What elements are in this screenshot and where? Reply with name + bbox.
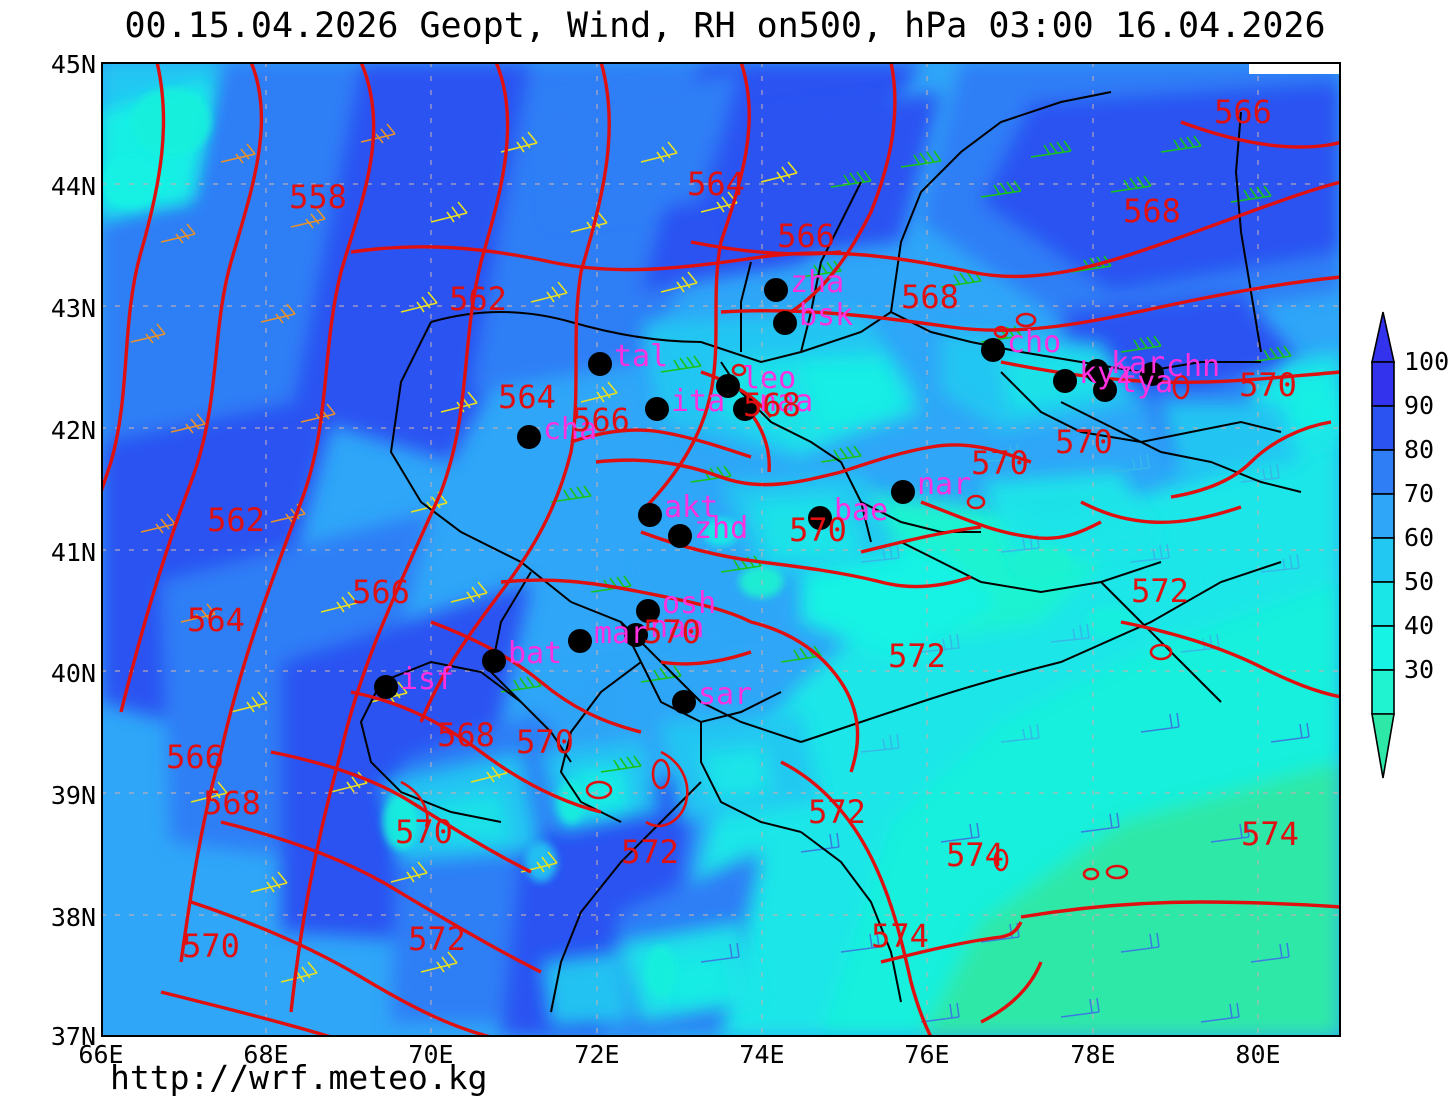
station-dot[interactable]	[482, 649, 506, 673]
contour-value-label: 570	[516, 723, 574, 761]
weather-map-page: 00.15.04.2026 Geopt, Wind, RH on500, hPa…	[0, 0, 1450, 1100]
contour-value-label: 568	[901, 278, 959, 316]
axis-label-lon-5: 76E	[892, 1040, 962, 1069]
contour-value-label: 574	[946, 836, 1004, 874]
station-dot[interactable]	[981, 338, 1005, 362]
station-label: cho	[1007, 325, 1061, 360]
colorbar-band	[1372, 626, 1394, 670]
contour-value-label: 572	[888, 637, 946, 675]
colorbar-tick-label: 90	[1404, 391, 1434, 420]
station-dot[interactable]	[1053, 369, 1077, 393]
colorbar-tick-label: 50	[1404, 567, 1434, 596]
contour-value-label: 562	[449, 280, 507, 318]
axis-label-lat-3: 42N	[38, 416, 96, 445]
axis-label-lon-6: 78E	[1058, 1040, 1128, 1069]
map-fill-layer: zhabsktalchokarkyztyachnitaleonaachanarb…	[101, 62, 1341, 1037]
station-label: bat	[508, 636, 562, 671]
colorbar-tick-label: 40	[1404, 611, 1434, 640]
station-dot[interactable]	[764, 278, 788, 302]
page-title: 00.15.04.2026 Geopt, Wind, RH on500, hPa…	[0, 6, 1450, 46]
station-label: isf	[400, 662, 454, 697]
colorbar-band	[1372, 582, 1394, 626]
axis-label-lat-2: 43N	[38, 294, 96, 323]
contour-value-label: 564	[687, 165, 745, 203]
contour-value-label: 568	[1123, 192, 1181, 230]
station-label: mar	[594, 616, 648, 651]
contour-value-label: 566	[572, 401, 630, 439]
contour-value-label: 566	[1214, 93, 1272, 131]
contour-value-label: 564	[187, 601, 245, 639]
contour-value-label: 564	[498, 378, 556, 416]
station-dot[interactable]	[891, 480, 915, 504]
colorbar-tick-label: 30	[1404, 655, 1434, 684]
station-dot[interactable]	[672, 690, 696, 714]
contour-value-label: 570	[1055, 423, 1113, 461]
station-dot[interactable]	[588, 352, 612, 376]
contour-value-label: 566	[166, 738, 224, 776]
axis-label-lon-3: 72E	[562, 1040, 632, 1069]
station-dot[interactable]	[638, 503, 662, 527]
colorbar-band	[1372, 670, 1394, 714]
axis-label-lon-7: 80E	[1223, 1040, 1293, 1069]
station-label: ita	[671, 384, 725, 419]
colorbar-tick-label: 100	[1404, 347, 1449, 376]
colorbar-band	[1372, 538, 1394, 582]
axis-label-lat-7: 38N	[38, 903, 96, 932]
contour-value-label: 570	[1239, 366, 1297, 404]
footer-url: http://wrf.meteo.kg	[110, 1058, 488, 1097]
colorbar-tick-label: 70	[1404, 479, 1434, 508]
station-label: sar	[698, 677, 752, 712]
colorbar-top-cap	[1372, 312, 1394, 362]
contour-value-label: 570	[789, 511, 847, 549]
station-label: tal	[614, 339, 668, 374]
colorbar-band	[1372, 450, 1394, 494]
station-label: zha	[790, 265, 844, 300]
axis-label-lat-6: 39N	[38, 781, 96, 810]
contour-value-label: 572	[808, 793, 866, 831]
contour-value-label: 572	[621, 833, 679, 871]
map-svg: zhabsktalchokarkyztyachnitaleonaachanarb…	[101, 62, 1341, 1037]
axis-label-lon-4: 74E	[727, 1040, 797, 1069]
station-label: zhd	[694, 511, 748, 546]
axis-label-lat-5: 40N	[38, 659, 96, 688]
station-dot[interactable]	[668, 524, 692, 548]
station-label: chn	[1166, 349, 1220, 384]
station-dot[interactable]	[517, 425, 541, 449]
axis-label-lat-0: 45N	[38, 50, 96, 79]
contour-value-label: 568	[437, 716, 495, 754]
colorbar-band	[1372, 406, 1394, 450]
contour-value-label: 566	[777, 217, 835, 255]
station-dot[interactable]	[568, 629, 592, 653]
contour-value-label: 570	[643, 613, 701, 651]
station-label: nar	[917, 467, 971, 502]
colorbar-band	[1372, 362, 1394, 406]
colorbar-band	[1372, 494, 1394, 538]
contour-value-label: 574	[871, 917, 929, 955]
contour-value-label: 574	[1241, 815, 1299, 853]
contour-value-label: 566	[352, 573, 410, 611]
station-dot[interactable]	[645, 397, 669, 421]
station-label: bsk	[799, 298, 853, 333]
contour-value-label: 572	[408, 920, 466, 958]
colorbar-bottom-cap	[1372, 714, 1394, 778]
colorbar-tick-label: 60	[1404, 523, 1434, 552]
station-dot[interactable]	[374, 675, 398, 699]
axis-label-lat-1: 44N	[38, 172, 96, 201]
map-plot-area[interactable]: zhabsktalchokarkyztyachnitaleonaachanarb…	[101, 62, 1341, 1037]
contour-value-label: 572	[1131, 572, 1189, 610]
axis-label-lat-4: 41N	[38, 538, 96, 567]
contour-value-label: 570	[182, 927, 240, 965]
contour-value-label: 570	[395, 813, 453, 851]
contour-value-label: 570	[971, 444, 1029, 482]
contour-value-label: 568	[743, 386, 801, 424]
contour-value-label: 558	[289, 178, 347, 216]
colorbar: 100 90 80 70 60 50 40 30	[1364, 310, 1450, 780]
contour-value-label: 562	[207, 501, 265, 539]
contour-value-label: 568	[203, 784, 261, 822]
colorbar-tick-label: 80	[1404, 435, 1434, 464]
station-dot[interactable]	[773, 311, 797, 335]
